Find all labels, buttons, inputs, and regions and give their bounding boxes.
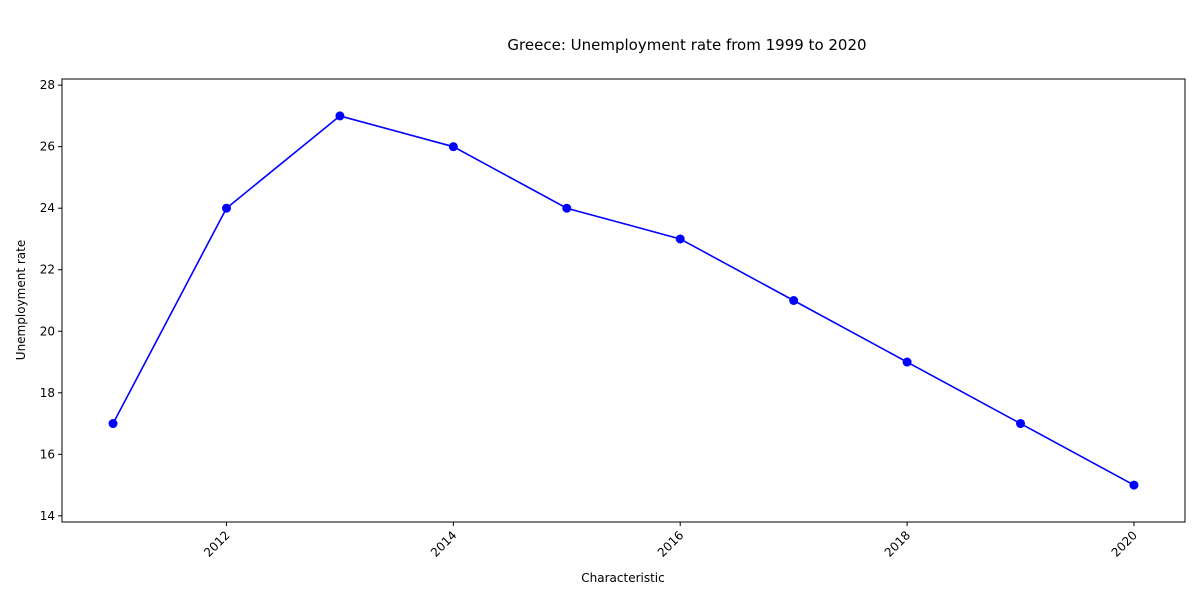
data-point bbox=[448, 142, 458, 152]
y-tick-label: 18 bbox=[40, 386, 55, 400]
data-point bbox=[221, 203, 231, 213]
data-point bbox=[108, 419, 118, 429]
y-tick-label: 26 bbox=[40, 140, 55, 154]
data-point bbox=[562, 203, 572, 213]
y-tick-label: 24 bbox=[40, 201, 55, 215]
data-point bbox=[335, 111, 345, 121]
y-tick-label: 16 bbox=[40, 447, 55, 461]
series-line bbox=[112, 115, 1135, 486]
y-tick-label: 22 bbox=[40, 263, 55, 277]
y-tick-label: 14 bbox=[40, 509, 55, 523]
data-point bbox=[1016, 419, 1026, 429]
x-tick-label: 2012 bbox=[201, 528, 232, 559]
data-point bbox=[902, 357, 912, 367]
y-tick-label: 28 bbox=[40, 78, 55, 92]
x-tick-label: 2020 bbox=[1109, 528, 1140, 559]
y-axis: 14 16 18 20 22 24 26 28 bbox=[40, 78, 62, 523]
y-axis-label: Unemployment rate bbox=[14, 240, 28, 360]
x-tick-label: 2016 bbox=[655, 528, 686, 559]
x-axis-label: Characteristic bbox=[581, 571, 664, 585]
data-point bbox=[1129, 480, 1139, 490]
data-point bbox=[789, 296, 799, 305]
y-tick-label: 20 bbox=[40, 324, 55, 338]
x-axis: 2012 2014 2016 2018 2020 bbox=[201, 522, 1140, 560]
plot-area-frame bbox=[61, 78, 1186, 523]
x-tick-label: 2018 bbox=[882, 528, 913, 559]
series-layer bbox=[108, 111, 1139, 490]
x-tick-label: 2014 bbox=[428, 528, 459, 559]
chart-title: Greece: Unemployment rate from 1999 to 2… bbox=[507, 36, 866, 54]
data-point bbox=[675, 234, 685, 244]
